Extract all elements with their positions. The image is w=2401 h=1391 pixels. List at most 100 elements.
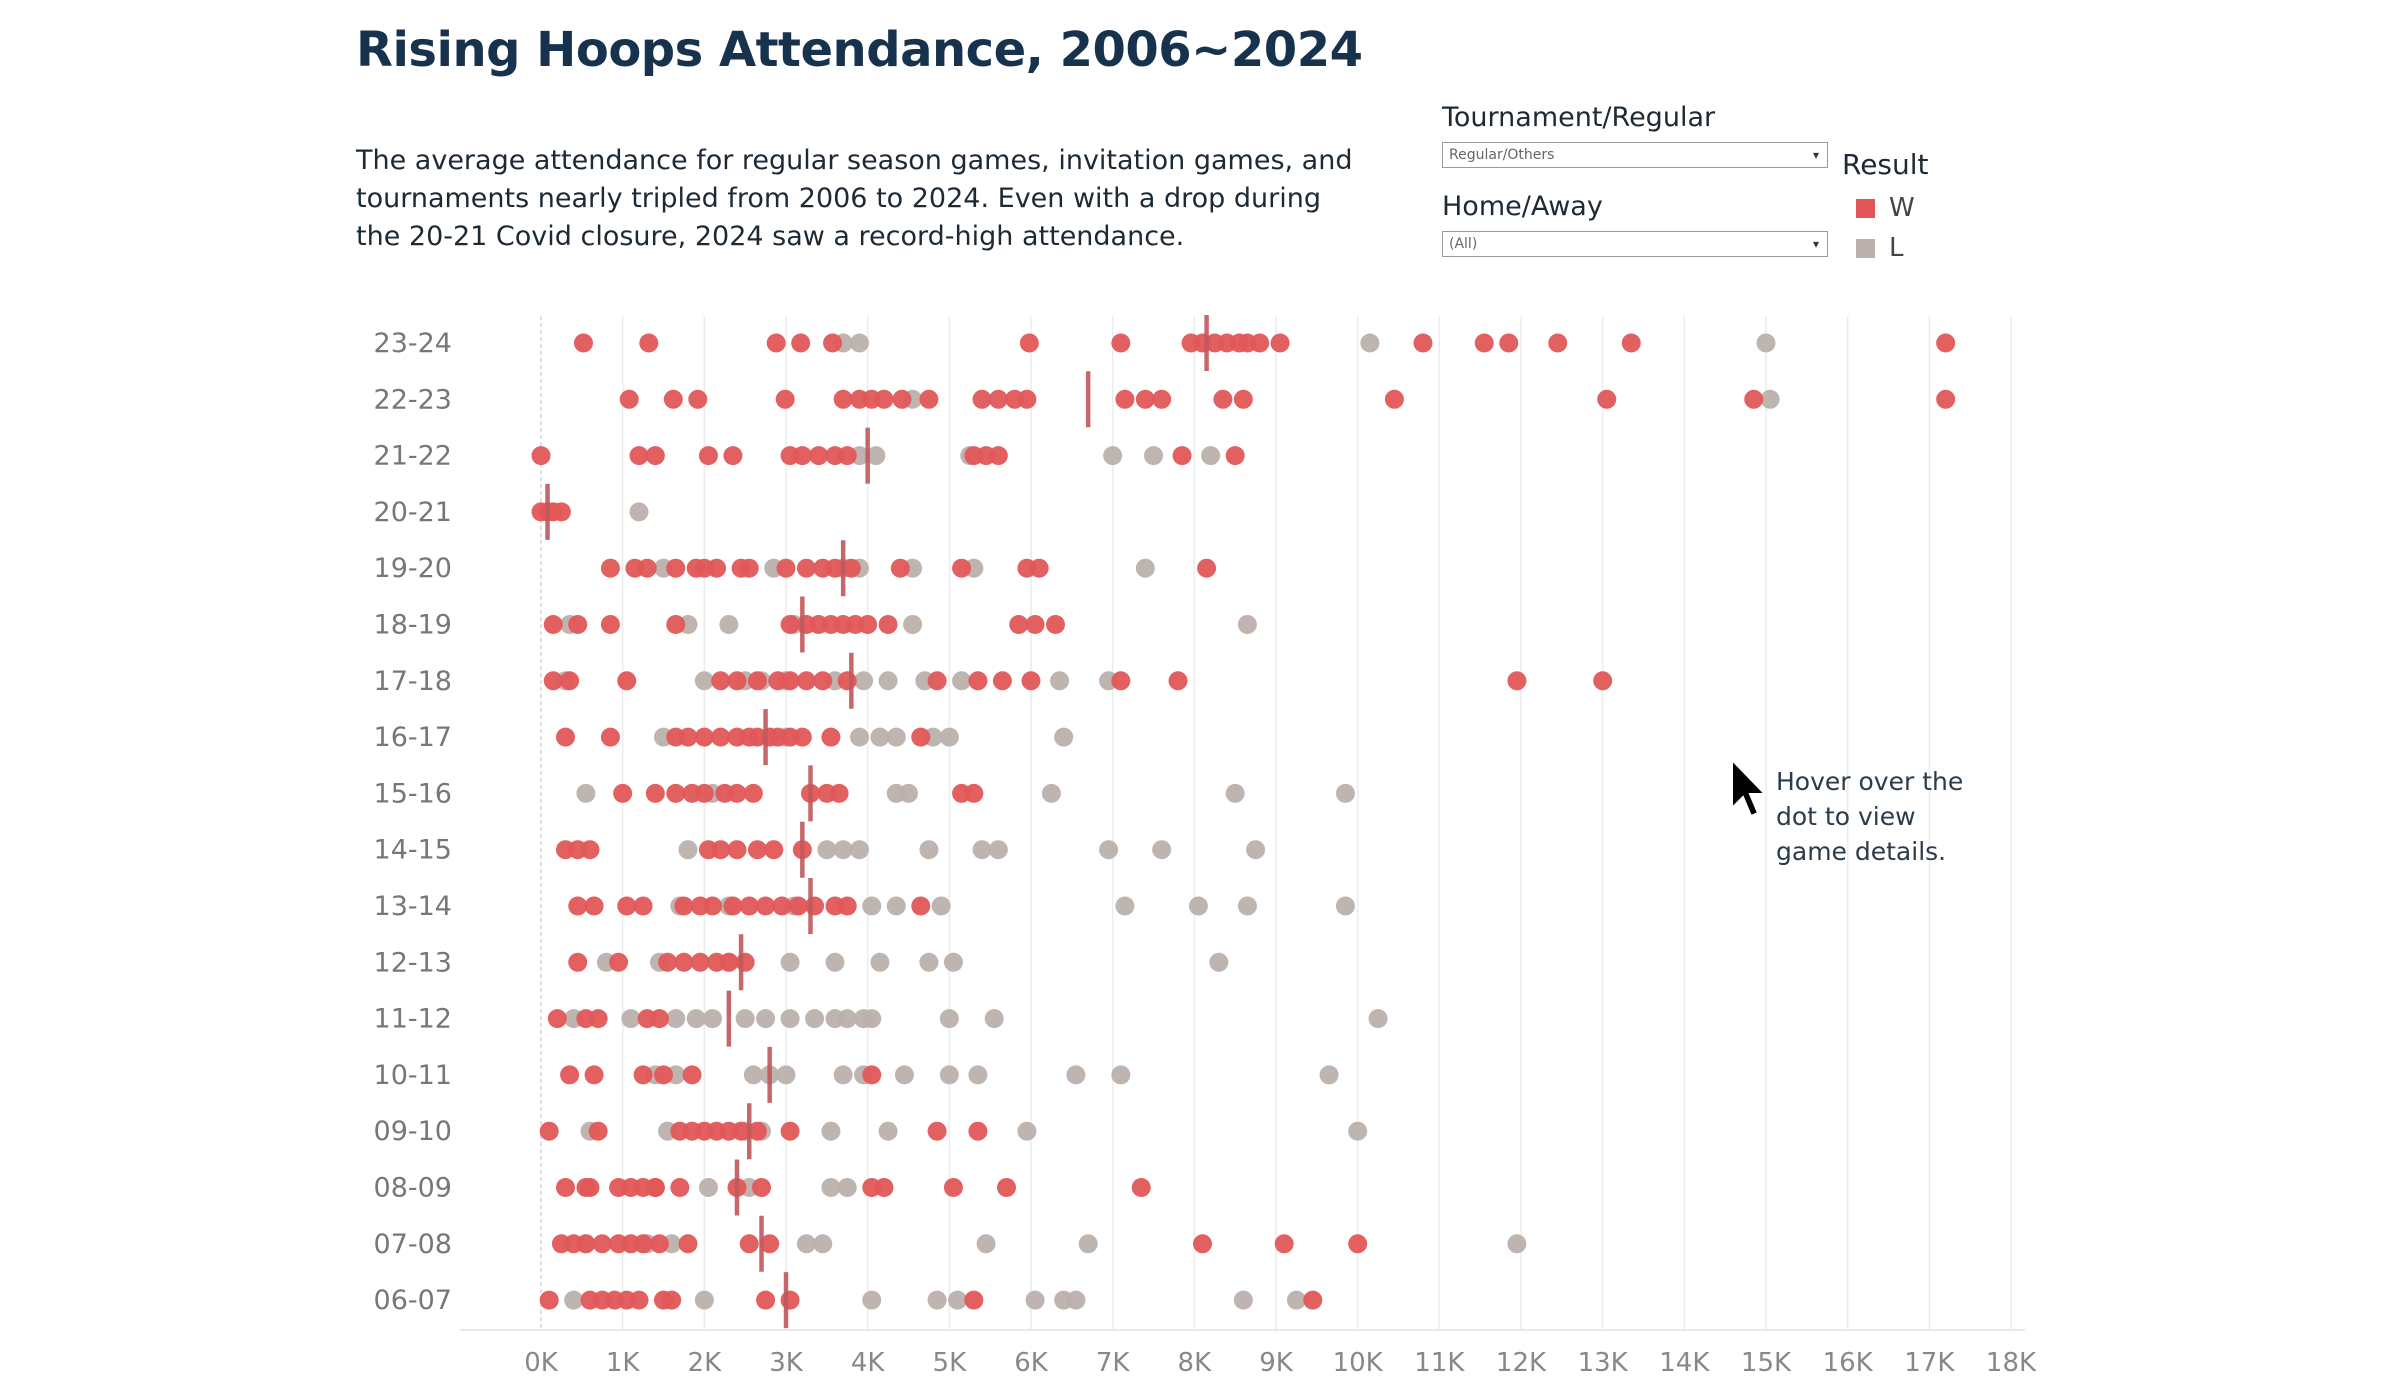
dot-loss[interactable] [1335, 783, 1355, 803]
dot-win[interactable] [531, 446, 551, 466]
dot-loss[interactable] [943, 952, 963, 972]
dot-loss[interactable] [866, 446, 886, 466]
dot-loss[interactable] [780, 1009, 800, 1029]
dot-win[interactable] [964, 783, 984, 803]
dot-win[interactable] [678, 727, 698, 747]
dot-loss[interactable] [678, 840, 698, 860]
dot-loss[interactable] [862, 896, 882, 916]
dot-win[interactable] [1168, 671, 1188, 691]
dot-win[interactable] [629, 446, 649, 466]
dot-win[interactable] [780, 1121, 800, 1141]
dot-win[interactable] [645, 446, 665, 466]
dot-loss[interactable] [1111, 1065, 1131, 1085]
dot-loss[interactable] [1115, 896, 1135, 916]
dot-loss[interactable] [1078, 1234, 1098, 1254]
dot-win[interactable] [841, 558, 861, 578]
dot-win[interactable] [731, 1121, 751, 1141]
dot-win[interactable] [813, 671, 833, 691]
dot-win[interactable] [649, 1009, 669, 1029]
dot-loss[interactable] [1225, 783, 1245, 803]
dot-loss[interactable] [1233, 1290, 1253, 1310]
dot-loss[interactable] [833, 1065, 853, 1085]
dot-win[interactable] [892, 389, 912, 409]
dot-loss[interactable] [1144, 446, 1163, 466]
dot-win[interactable] [766, 333, 786, 353]
dot-win[interactable] [968, 671, 988, 691]
dot-win[interactable] [756, 896, 776, 916]
dot-loss[interactable] [952, 671, 972, 691]
dot-win[interactable] [1270, 333, 1290, 353]
dot-win[interactable] [1046, 615, 1065, 634]
dot-win[interactable] [829, 783, 849, 803]
dot-win[interactable] [825, 558, 845, 578]
dot-loss[interactable] [927, 1290, 947, 1310]
dot-win[interactable] [1250, 333, 1270, 353]
dot-win[interactable] [1135, 389, 1155, 409]
dot-win[interactable] [543, 671, 563, 691]
dot-win[interactable] [560, 671, 580, 691]
dot-loss[interactable] [870, 952, 890, 972]
dot-loss[interactable] [1246, 840, 1266, 860]
dot-win[interactable] [547, 1009, 567, 1029]
dot-win[interactable] [821, 727, 841, 747]
dot-win[interactable] [1017, 389, 1037, 409]
dot-loss[interactable] [1050, 671, 1070, 691]
dot-win[interactable] [1111, 671, 1131, 691]
dot-loss[interactable] [1760, 389, 1780, 409]
dot-loss[interactable] [805, 1009, 825, 1029]
dot-win[interactable] [543, 615, 563, 634]
dot-loss[interactable] [564, 1290, 584, 1310]
dot-win[interactable] [1593, 671, 1613, 691]
dot-loss[interactable] [931, 896, 951, 916]
dot-win[interactable] [560, 1065, 580, 1085]
dot-win[interactable] [727, 783, 747, 803]
dot-loss[interactable] [1237, 615, 1257, 634]
dot-loss[interactable] [854, 671, 874, 691]
dot-win[interactable] [539, 1121, 559, 1141]
dot-win[interactable] [645, 783, 665, 803]
dot-win[interactable] [654, 1065, 673, 1085]
dot-loss[interactable] [837, 1178, 857, 1197]
dot-loss[interactable] [968, 1065, 988, 1085]
dot-loss[interactable] [698, 1178, 718, 1197]
dot-win[interactable] [1233, 389, 1253, 409]
dot-loss[interactable] [833, 840, 853, 860]
dot-win[interactable] [600, 615, 620, 634]
dot-win[interactable] [890, 558, 910, 578]
dot-win[interactable] [791, 333, 811, 353]
dot-loss[interactable] [743, 1065, 763, 1085]
dot-win[interactable] [739, 558, 759, 578]
dot-win[interactable] [629, 1290, 649, 1310]
dot-win[interactable] [1131, 1178, 1151, 1197]
dot-win[interactable] [776, 558, 796, 578]
dot-loss[interactable] [1099, 840, 1119, 860]
dot-win[interactable] [670, 1178, 690, 1197]
dot-win[interactable] [666, 558, 686, 578]
dot-win[interactable] [792, 727, 812, 747]
dot-loss[interactable] [850, 727, 869, 747]
dot-win[interactable] [707, 558, 727, 578]
dot-win[interactable] [678, 1234, 698, 1254]
dot-loss[interactable] [972, 840, 992, 860]
dot-win[interactable] [780, 1290, 800, 1310]
dot-win[interactable] [663, 389, 683, 409]
dot-loss[interactable] [1756, 333, 1776, 353]
dot-win[interactable] [674, 896, 694, 916]
dot-win[interactable] [747, 1121, 767, 1141]
dot-win[interactable] [911, 896, 931, 916]
dot-win[interactable] [658, 952, 678, 972]
dot-loss[interactable] [862, 1290, 882, 1310]
dot-win[interactable] [1597, 389, 1617, 409]
dot-win[interactable] [927, 671, 947, 691]
dot-loss[interactable] [878, 1121, 898, 1141]
dot-win[interactable] [619, 389, 639, 409]
dot-win[interactable] [772, 896, 792, 916]
dot-win[interactable] [711, 671, 731, 691]
dot-loss[interactable] [919, 840, 939, 860]
dot-win[interactable] [760, 1234, 780, 1254]
dot-loss[interactable] [1025, 1290, 1045, 1310]
dot-loss[interactable] [666, 1009, 686, 1029]
dot-win[interactable] [796, 671, 816, 691]
dot-win[interactable] [719, 952, 739, 972]
dot-win[interactable] [1936, 333, 1956, 353]
